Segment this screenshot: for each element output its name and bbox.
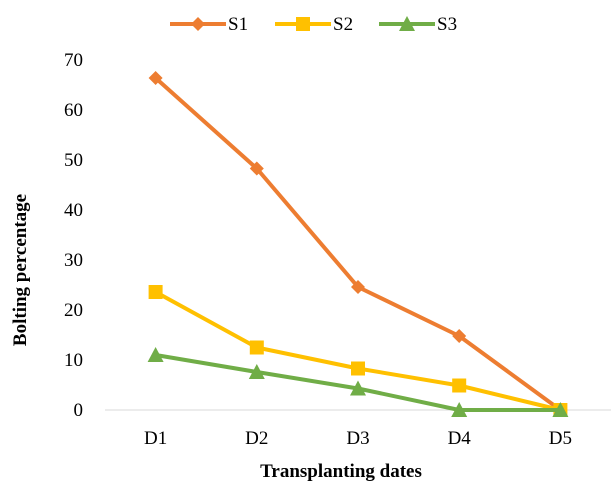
series-line-s1 <box>153 76 563 412</box>
legend-marker <box>191 17 205 31</box>
x-tick-label: D1 <box>144 428 167 449</box>
data-point-s3 <box>147 347 164 362</box>
x-tick-label: D2 <box>245 428 268 449</box>
data-point-s1 <box>452 329 467 343</box>
y-tick-label: 0 <box>74 400 84 421</box>
data-point-s2 <box>452 378 467 393</box>
y-axis-title: Bolting percentage <box>10 194 31 346</box>
x-tick-label: D4 <box>448 428 472 449</box>
y-tick-label: 30 <box>64 250 83 271</box>
legend-item-s2: S2 <box>275 14 353 35</box>
series-s2 <box>148 285 568 417</box>
y-axis-ticks: 0 10 20 30 40 50 60 70 <box>64 50 83 421</box>
data-point-s3 <box>350 380 366 396</box>
data-point-s3 <box>451 402 468 417</box>
y-tick-label: 10 <box>64 350 83 371</box>
data-point-s1 <box>148 71 163 85</box>
data-point-s1 <box>351 280 365 294</box>
series-s3 <box>147 347 569 417</box>
legend: S1 S2 S3 <box>170 14 457 35</box>
data-point-s2 <box>249 340 264 355</box>
legend-marker <box>296 17 310 31</box>
legend-label: S1 <box>228 14 248 35</box>
x-tick-label: D3 <box>346 428 369 449</box>
data-point-s3 <box>552 402 569 417</box>
legend-marker <box>399 16 415 31</box>
data-point-s3 <box>248 364 265 379</box>
legend-label: S3 <box>437 14 457 35</box>
legend-item-s3: S3 <box>379 14 457 35</box>
y-tick-label: 60 <box>64 100 83 121</box>
x-tick-label: D5 <box>549 428 572 449</box>
data-point-s2 <box>148 285 163 299</box>
x-axis-title: Transplanting dates <box>260 461 422 482</box>
y-tick-label: 70 <box>64 50 83 71</box>
y-tick-label: 40 <box>64 200 83 221</box>
data-point-s1 <box>249 161 264 176</box>
y-tick-label: 50 <box>64 150 83 171</box>
series-layer <box>147 71 569 417</box>
legend-item-s1: S1 <box>170 14 248 35</box>
y-tick-label: 20 <box>64 300 83 321</box>
legend-label: S2 <box>333 14 353 35</box>
x-axis-ticks: D1 D2 D3 D4 D5 <box>144 428 572 449</box>
data-point-s2 <box>351 361 365 376</box>
